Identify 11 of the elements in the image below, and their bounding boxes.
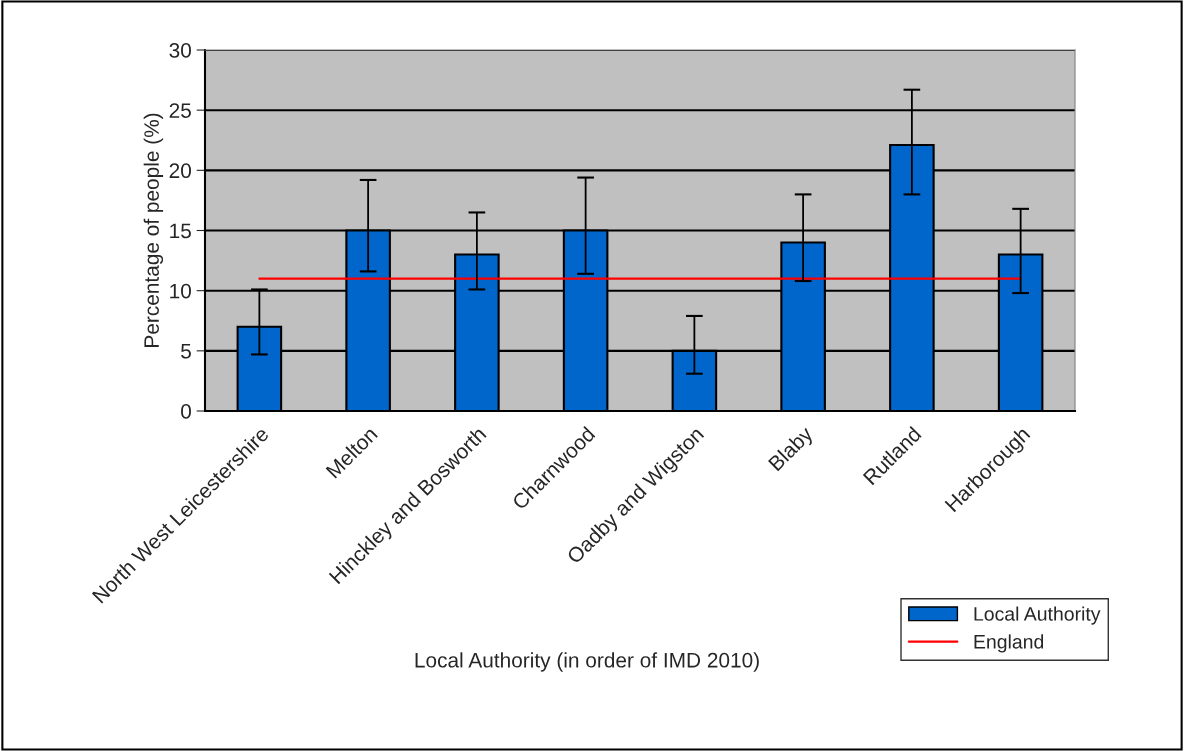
y-tick-label: 25 xyxy=(169,103,191,118)
x-axis-title: Local Authority (in order of IMD 2010) xyxy=(415,652,759,672)
y-tick-label: 5 xyxy=(181,344,191,359)
legend-label: Local Authority xyxy=(974,606,1101,625)
y-tick-label: 15 xyxy=(170,223,191,239)
y-tick-label: 20 xyxy=(169,163,191,179)
y-tick-label: 10 xyxy=(170,283,191,299)
y-tick-label: 30 xyxy=(169,43,191,58)
y-tick-label: 0 xyxy=(181,404,191,419)
legend-label: England xyxy=(974,634,1044,653)
y-axis-title: Percentage of people (%) xyxy=(143,113,164,347)
